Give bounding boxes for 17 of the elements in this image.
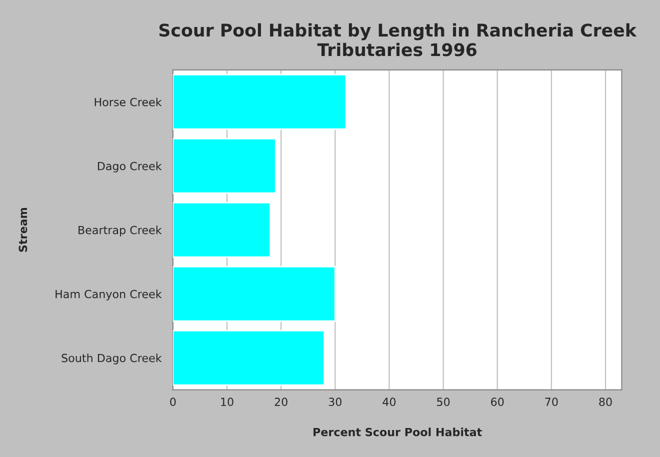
chart-title: Scour Pool Habitat by Length in Rancheria Creek Tributaries 1996 <box>159 23 637 56</box>
x-tick-label: 50 <box>437 398 450 406</box>
x-tick-label: 40 <box>382 398 396 406</box>
x-tick-label: 60 <box>491 398 504 406</box>
x-tick-label: 0 <box>170 398 176 406</box>
y-tick-label: Ham Canyon Creek <box>56 290 162 300</box>
x-tick-label: 70 <box>545 398 558 406</box>
x-tick-label: 80 <box>599 398 612 406</box>
y-tick-label: Beartrap Creek <box>78 226 162 236</box>
y-tick-label: Dago Creek <box>98 162 162 172</box>
y-tick-label: South Dago Creek <box>62 354 162 364</box>
x-axis-title: Percent Scour Pool Habitat <box>314 428 482 436</box>
x-tick-label: 20 <box>274 398 288 406</box>
x-tick-label: 10 <box>221 398 234 406</box>
y-axis-title: Stream <box>18 208 28 252</box>
x-tick-label: 30 <box>328 398 342 406</box>
y-tick-label: Horse Creek <box>94 98 162 106</box>
